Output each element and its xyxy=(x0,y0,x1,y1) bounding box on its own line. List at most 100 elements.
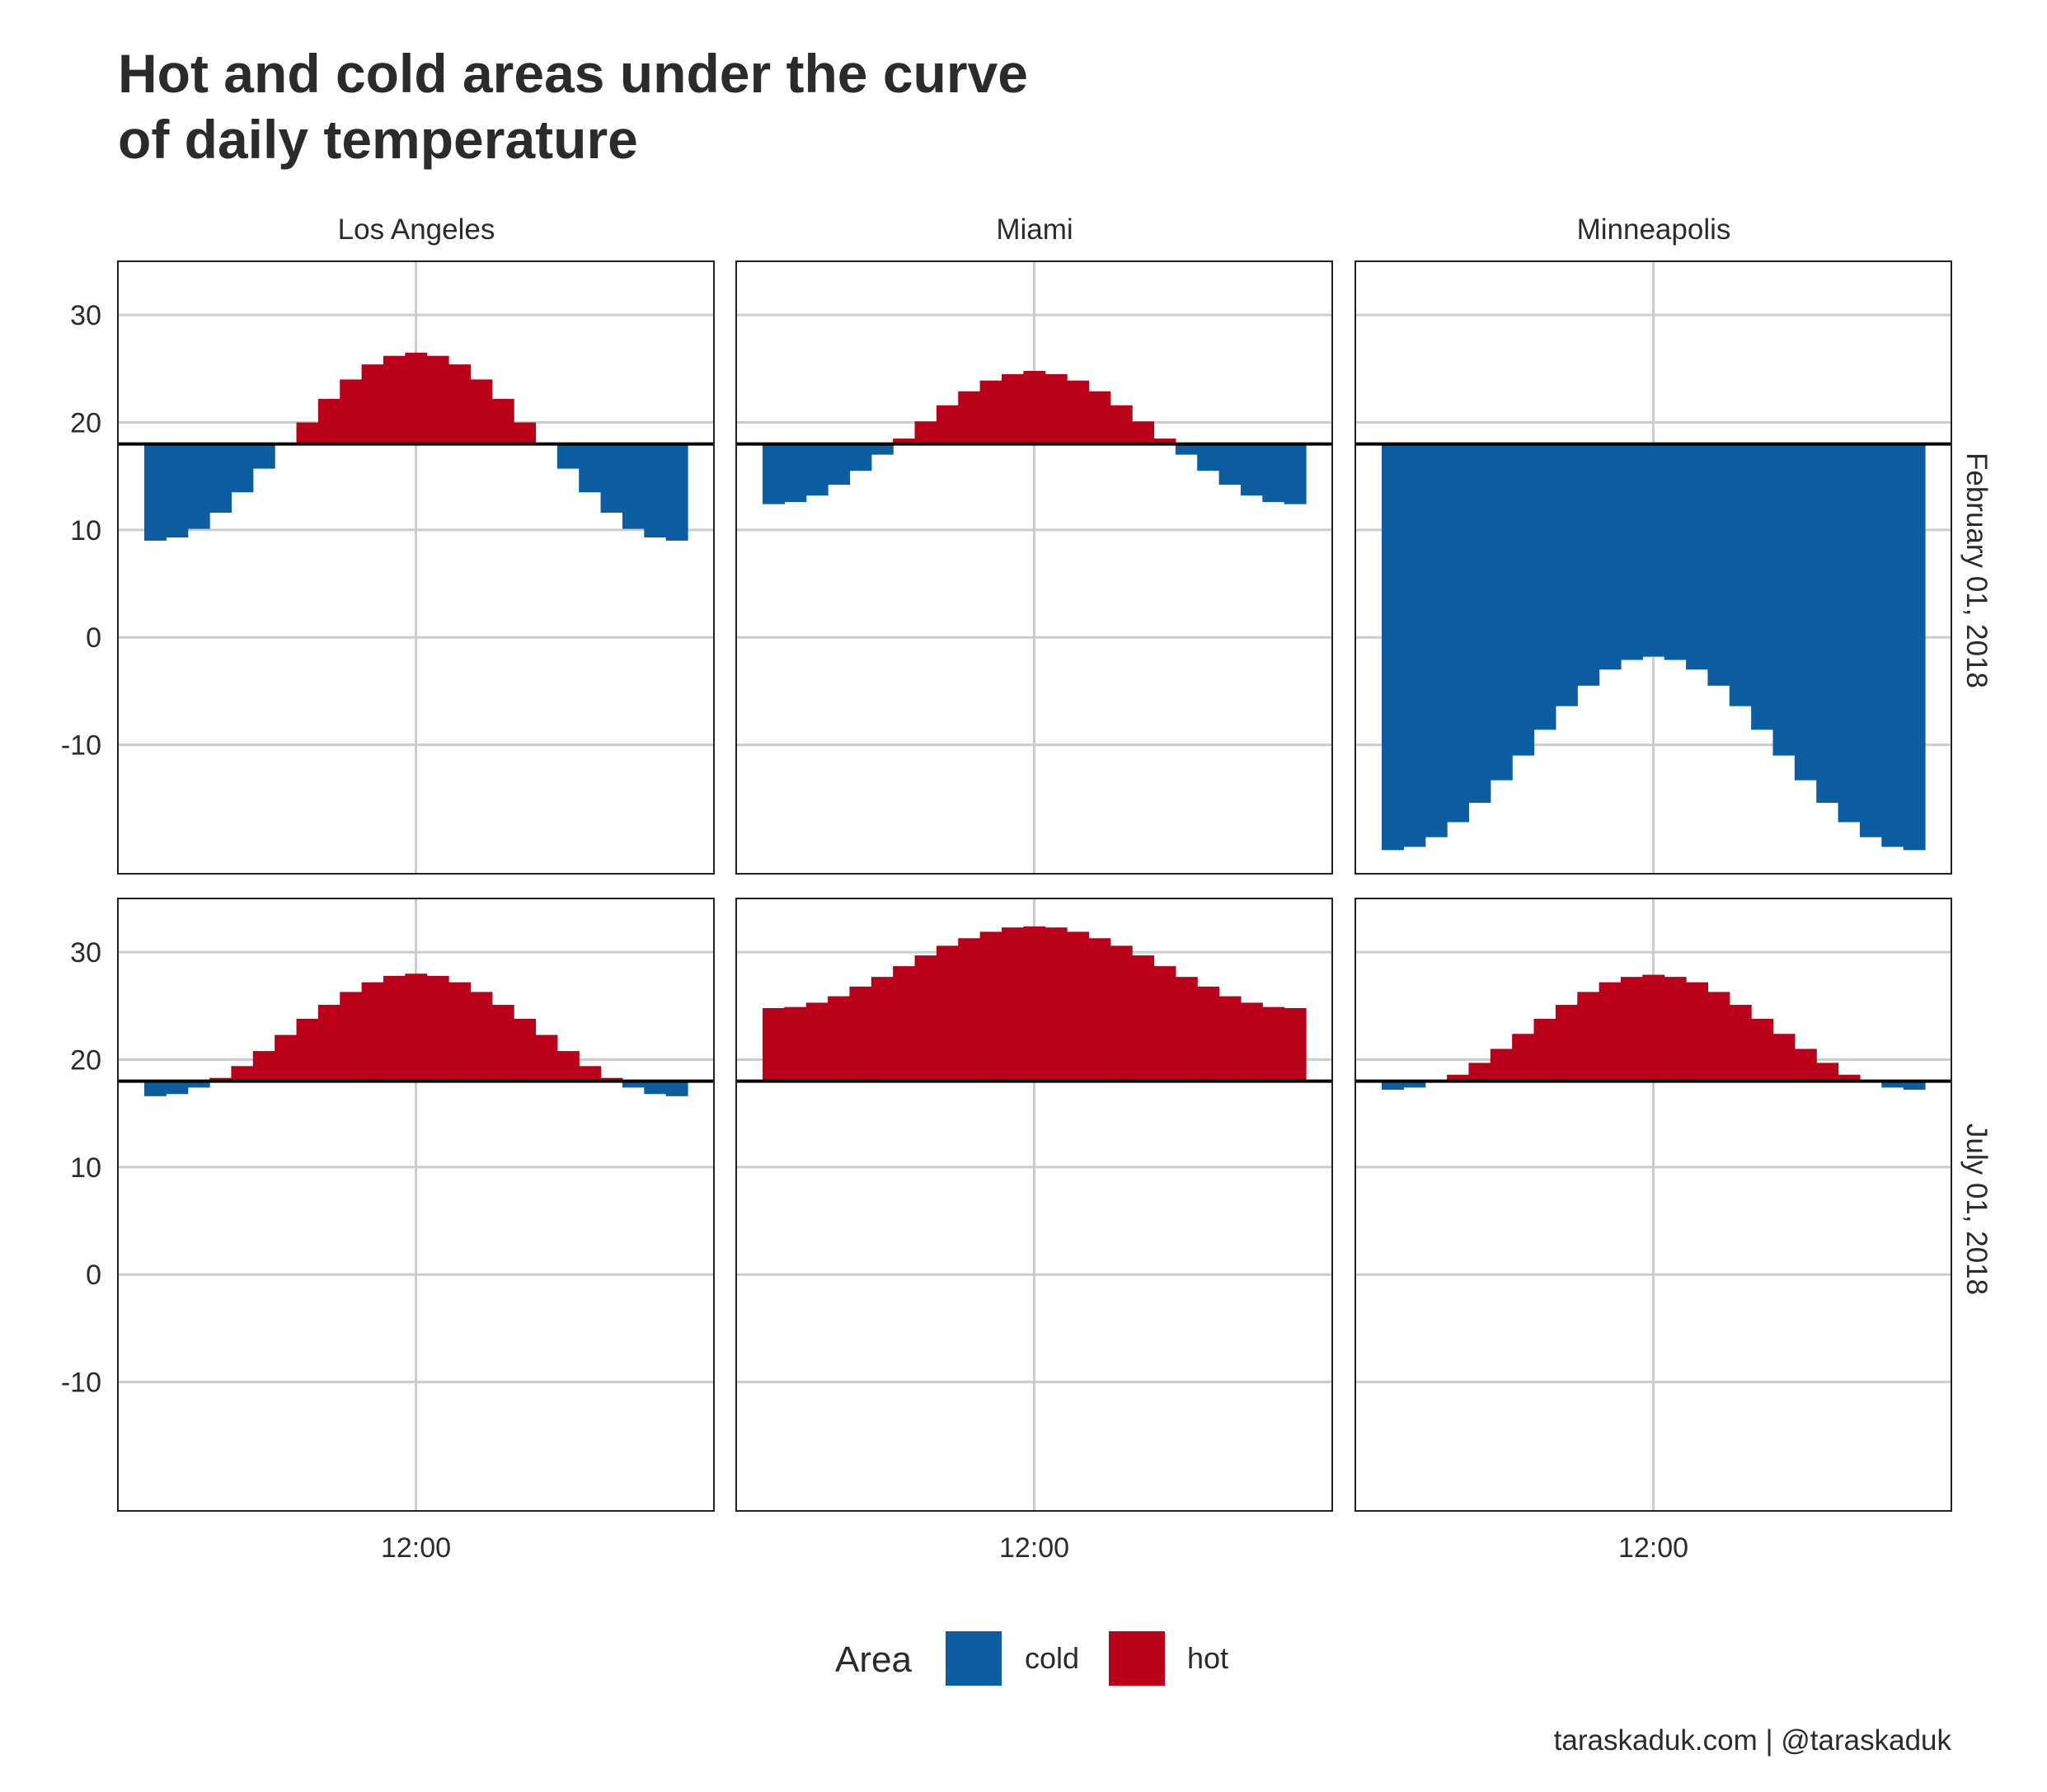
cold-bar xyxy=(644,1081,667,1095)
panel-minneapolis-february-01-2018 xyxy=(1354,260,1952,875)
y-tick-label: 20 xyxy=(70,1045,101,1077)
chart-caption: taraskaduk.com | @taraskaduk xyxy=(1554,1724,1952,1757)
hot-bar xyxy=(1001,927,1024,1081)
hot-bar xyxy=(448,982,471,1081)
hot-bar xyxy=(296,422,319,444)
cold-bar xyxy=(579,443,602,493)
hot-bar xyxy=(1686,982,1708,1081)
panel-border xyxy=(735,260,1333,875)
hot-bar xyxy=(1642,974,1665,1081)
hot-bar xyxy=(1838,1074,1861,1081)
chart-title-line-1: Hot and cold areas under the curve xyxy=(118,43,1028,104)
hot-bar xyxy=(340,379,363,444)
cold-bar xyxy=(1240,443,1263,496)
hot-bar xyxy=(1153,439,1176,444)
hot-bar xyxy=(383,975,406,1081)
cold-bar xyxy=(849,443,872,471)
cold-bar xyxy=(1751,443,1774,730)
y-tick-label: 30 xyxy=(70,300,101,331)
y-tick-label: -10 xyxy=(61,730,101,762)
cold-bar xyxy=(144,1081,167,1096)
y-tick-label: 10 xyxy=(70,1152,101,1184)
hot-bar xyxy=(1447,1074,1470,1081)
cold-bar xyxy=(209,443,232,514)
legend: Area cold hot xyxy=(835,1631,1228,1686)
panel-miami-february-01-2018 xyxy=(735,260,1333,875)
hot-bar xyxy=(1001,373,1024,444)
hot-bar xyxy=(426,975,449,1081)
cold-bar xyxy=(665,443,688,541)
hot-bar xyxy=(1751,1018,1774,1081)
cold-bar xyxy=(1686,443,1708,670)
cold-bar xyxy=(1533,443,1556,730)
hot-bar xyxy=(1132,421,1155,444)
hot-bar xyxy=(1175,977,1198,1081)
hot-bar xyxy=(1284,1007,1307,1081)
hot-bar xyxy=(514,1018,537,1081)
cold-bar xyxy=(1903,443,1926,851)
hot-bar xyxy=(491,398,514,444)
hot-bar xyxy=(1512,1034,1535,1081)
hot-bar xyxy=(1620,977,1643,1081)
hot-bar xyxy=(1816,1063,1839,1081)
cold-bar xyxy=(622,1081,645,1088)
hot-bar xyxy=(936,405,959,444)
cold-bar xyxy=(1881,443,1904,847)
hot-bar xyxy=(936,945,959,1081)
hot-bar xyxy=(1110,405,1133,444)
strip-label-minneapolis: Minneapolis xyxy=(1577,213,1731,246)
cold-bar xyxy=(1218,443,1242,486)
cold-bar xyxy=(1403,1081,1426,1088)
cold-bar xyxy=(1794,443,1817,781)
y-tick-label: -10 xyxy=(61,1367,101,1399)
panel-los-angeles-july-01-2018 xyxy=(117,898,715,1512)
cold-bar xyxy=(1382,443,1404,851)
cold-bar xyxy=(1468,443,1491,803)
hot-bar xyxy=(1468,1063,1491,1081)
hot-bar xyxy=(1045,927,1068,1081)
hot-bar xyxy=(1794,1048,1817,1081)
cold-bar xyxy=(1175,443,1198,455)
panel-border xyxy=(117,898,715,1512)
cold-bar xyxy=(1577,443,1600,686)
hot-bar xyxy=(849,986,872,1081)
strip-label-miami: Miami xyxy=(996,213,1073,246)
hot-bar xyxy=(1729,1005,1752,1081)
cold-bar xyxy=(252,443,275,469)
hot-bar xyxy=(470,992,493,1081)
cold-bar xyxy=(1512,443,1535,756)
hot-bar xyxy=(405,973,428,1081)
hot-bar xyxy=(1132,955,1155,1081)
hot-bar xyxy=(1153,966,1176,1081)
y-tick-label: 0 xyxy=(86,622,101,654)
cold-bar xyxy=(1772,443,1796,756)
cold-bar xyxy=(1620,443,1643,660)
panel-border xyxy=(1354,898,1952,1512)
strip-label-july: July 01, 2018 xyxy=(1960,1124,1993,1295)
hot-bar xyxy=(491,1005,514,1081)
cold-bar xyxy=(1555,443,1578,706)
cold-bar xyxy=(1284,443,1307,504)
cold-bar xyxy=(805,443,829,496)
cold-bar xyxy=(763,443,785,504)
cold-bar xyxy=(1403,443,1426,847)
hot-bar xyxy=(1599,982,1622,1081)
hot-bar xyxy=(1110,945,1133,1081)
hot-bar xyxy=(252,1051,275,1081)
hot-bar xyxy=(535,1034,558,1081)
cold-bar xyxy=(1859,443,1882,837)
hot-bar xyxy=(1490,1048,1513,1081)
cold-bar xyxy=(871,443,894,455)
cold-bar xyxy=(1903,1081,1926,1091)
panel-border xyxy=(117,260,715,875)
cold-bar xyxy=(1599,443,1622,670)
y-tick-label: 10 xyxy=(70,515,101,547)
cold-bar xyxy=(622,443,645,529)
cold-bar xyxy=(1838,443,1861,823)
hot-bar xyxy=(405,352,428,444)
hot-bar xyxy=(340,992,363,1081)
cold-bar xyxy=(231,443,254,493)
panel-border xyxy=(735,898,1333,1512)
hot-bar xyxy=(893,439,916,444)
